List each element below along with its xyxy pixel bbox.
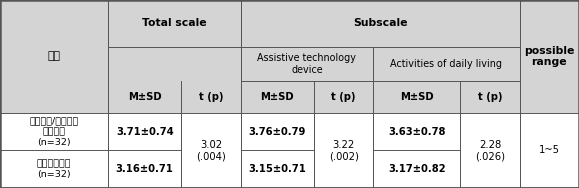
Text: 2.28
(.026): 2.28 (.026) [475,140,505,161]
Text: Subscale: Subscale [353,18,408,29]
Text: 욕창예방/자세변경
보조로봇
(n=32): 욕창예방/자세변경 보조로봇 (n=32) [30,117,79,146]
Text: 3.22
(.002): 3.22 (.002) [329,140,358,161]
Bar [0,0,579,113]
Text: 3.17±0.82: 3.17±0.82 [388,164,446,174]
Text: 3.15±0.71: 3.15±0.71 [248,164,306,174]
Text: 3.76±0.79: 3.76±0.79 [248,127,306,137]
Text: t (p): t (p) [331,92,356,102]
Text: Assistive technology
device: Assistive technology device [258,53,357,75]
Text: M±SD: M±SD [400,92,434,102]
Text: t (p): t (p) [478,92,503,102]
Bar [0,113,579,188]
Text: 3.16±0.71: 3.16±0.71 [116,164,174,174]
Text: possible
range: possible range [524,46,574,67]
Text: Total scale: Total scale [142,18,207,29]
Text: 3.63±0.78: 3.63±0.78 [388,127,446,137]
Text: 배설보조로봇
(n=32): 배설보조로봇 (n=32) [37,159,71,179]
Text: 3.02
(.004): 3.02 (.004) [196,140,226,161]
Text: 3.71±0.74: 3.71±0.74 [116,127,174,137]
Text: M±SD: M±SD [261,92,294,102]
Text: Activities of daily living: Activities of daily living [390,59,503,69]
Text: 구분: 구분 [47,51,61,61]
Text: t (p): t (p) [199,92,223,102]
Text: 1~5: 1~5 [539,145,560,155]
Bar [108,47,241,81]
Text: M±SD: M±SD [128,92,162,102]
